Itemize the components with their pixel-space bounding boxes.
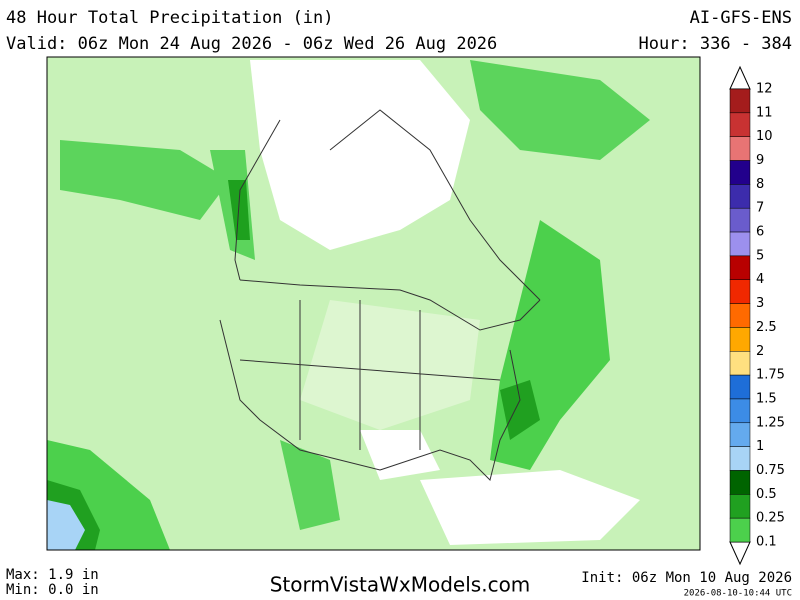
- colorbar-label: 1.25: [756, 415, 785, 430]
- colorbar-label: 7: [756, 201, 764, 216]
- model: AI-GFS-ENS: [690, 8, 792, 28]
- colorbar-label: 2: [756, 344, 764, 359]
- colorbar-label: 1: [756, 439, 764, 454]
- color-swatch: [729, 446, 751, 471]
- colorbar-label: 0.1: [756, 535, 777, 550]
- rain-band: [60, 140, 230, 220]
- color-swatch: [729, 422, 751, 447]
- color-swatch: [729, 231, 751, 257]
- color-swatch: [729, 351, 751, 376]
- color-swatch: [729, 327, 751, 352]
- colorbar-label: 4: [756, 272, 764, 287]
- min-value: Min: 0.0 in: [6, 582, 99, 598]
- colorbar-arrow: [729, 65, 751, 90]
- color-swatch: [729, 184, 751, 209]
- color-swatch: [729, 494, 751, 519]
- colorbar-label: 8: [756, 177, 764, 192]
- color-swatch: [729, 470, 751, 495]
- valid-time: Valid: 06z Mon 24 Aug 2026 - 06z Wed 26 …: [6, 34, 497, 54]
- color-swatch: [729, 255, 751, 280]
- colorbar-label: 0.75: [756, 463, 785, 478]
- colorbar-label: 10: [756, 129, 773, 144]
- colorbar-label: 0.25: [756, 511, 785, 526]
- timestamp: 2026-08-10-10:44 UTC: [684, 589, 792, 599]
- color-swatch: [729, 279, 751, 304]
- colorbar-label: 11: [756, 105, 773, 120]
- colorbar-label: 1.5: [756, 391, 777, 406]
- borders: [219, 109, 541, 481]
- color-swatch: [729, 160, 751, 185]
- colorbar-label: 5: [756, 248, 764, 263]
- color-swatch: [729, 398, 751, 424]
- site-name: StormVistaWxModels.com: [270, 573, 531, 597]
- colorbar-label: 2.5: [756, 320, 777, 335]
- colorbar-label: 9: [756, 153, 764, 168]
- init-time: Init: 06z Mon 10 Aug 2026: [581, 570, 792, 586]
- colorbar-label: 0.5: [756, 487, 777, 502]
- title: 48 Hour Total Precipitation (in): [6, 8, 334, 28]
- forecast-hour: Hour: 336 - 384: [638, 34, 792, 54]
- rain-band: [280, 440, 340, 530]
- map-frame: [46, 56, 701, 551]
- dry-area: [250, 60, 470, 250]
- dry-area: [300, 300, 480, 430]
- colorbar-arrow: [729, 541, 751, 566]
- max-value: Max: 1.9 in: [6, 567, 99, 583]
- color-swatch: [729, 136, 751, 161]
- colorbar-label: 12: [756, 82, 773, 97]
- map: [46, 56, 701, 551]
- colorbar-label: 6: [756, 225, 764, 240]
- color-swatch: [729, 374, 751, 400]
- rain-max: [47, 500, 85, 550]
- colorbar-label: 3: [756, 296, 764, 311]
- color-swatch: [729, 207, 751, 233]
- color-swatch: [729, 303, 751, 328]
- color-swatch: [729, 517, 751, 543]
- dry-area: [420, 470, 640, 545]
- color-swatch: [729, 88, 751, 114]
- colorbar-label: 1.75: [756, 368, 785, 383]
- rain-band: [500, 380, 540, 440]
- colorbar: 12 11 10 9 8 7 6 5 4 3 2.5 2 1.75 1.5 1.25 1 0.75 0.5 0.25…: [729, 65, 785, 566]
- color-swatch: [729, 112, 751, 137]
- rain-band: [470, 60, 650, 160]
